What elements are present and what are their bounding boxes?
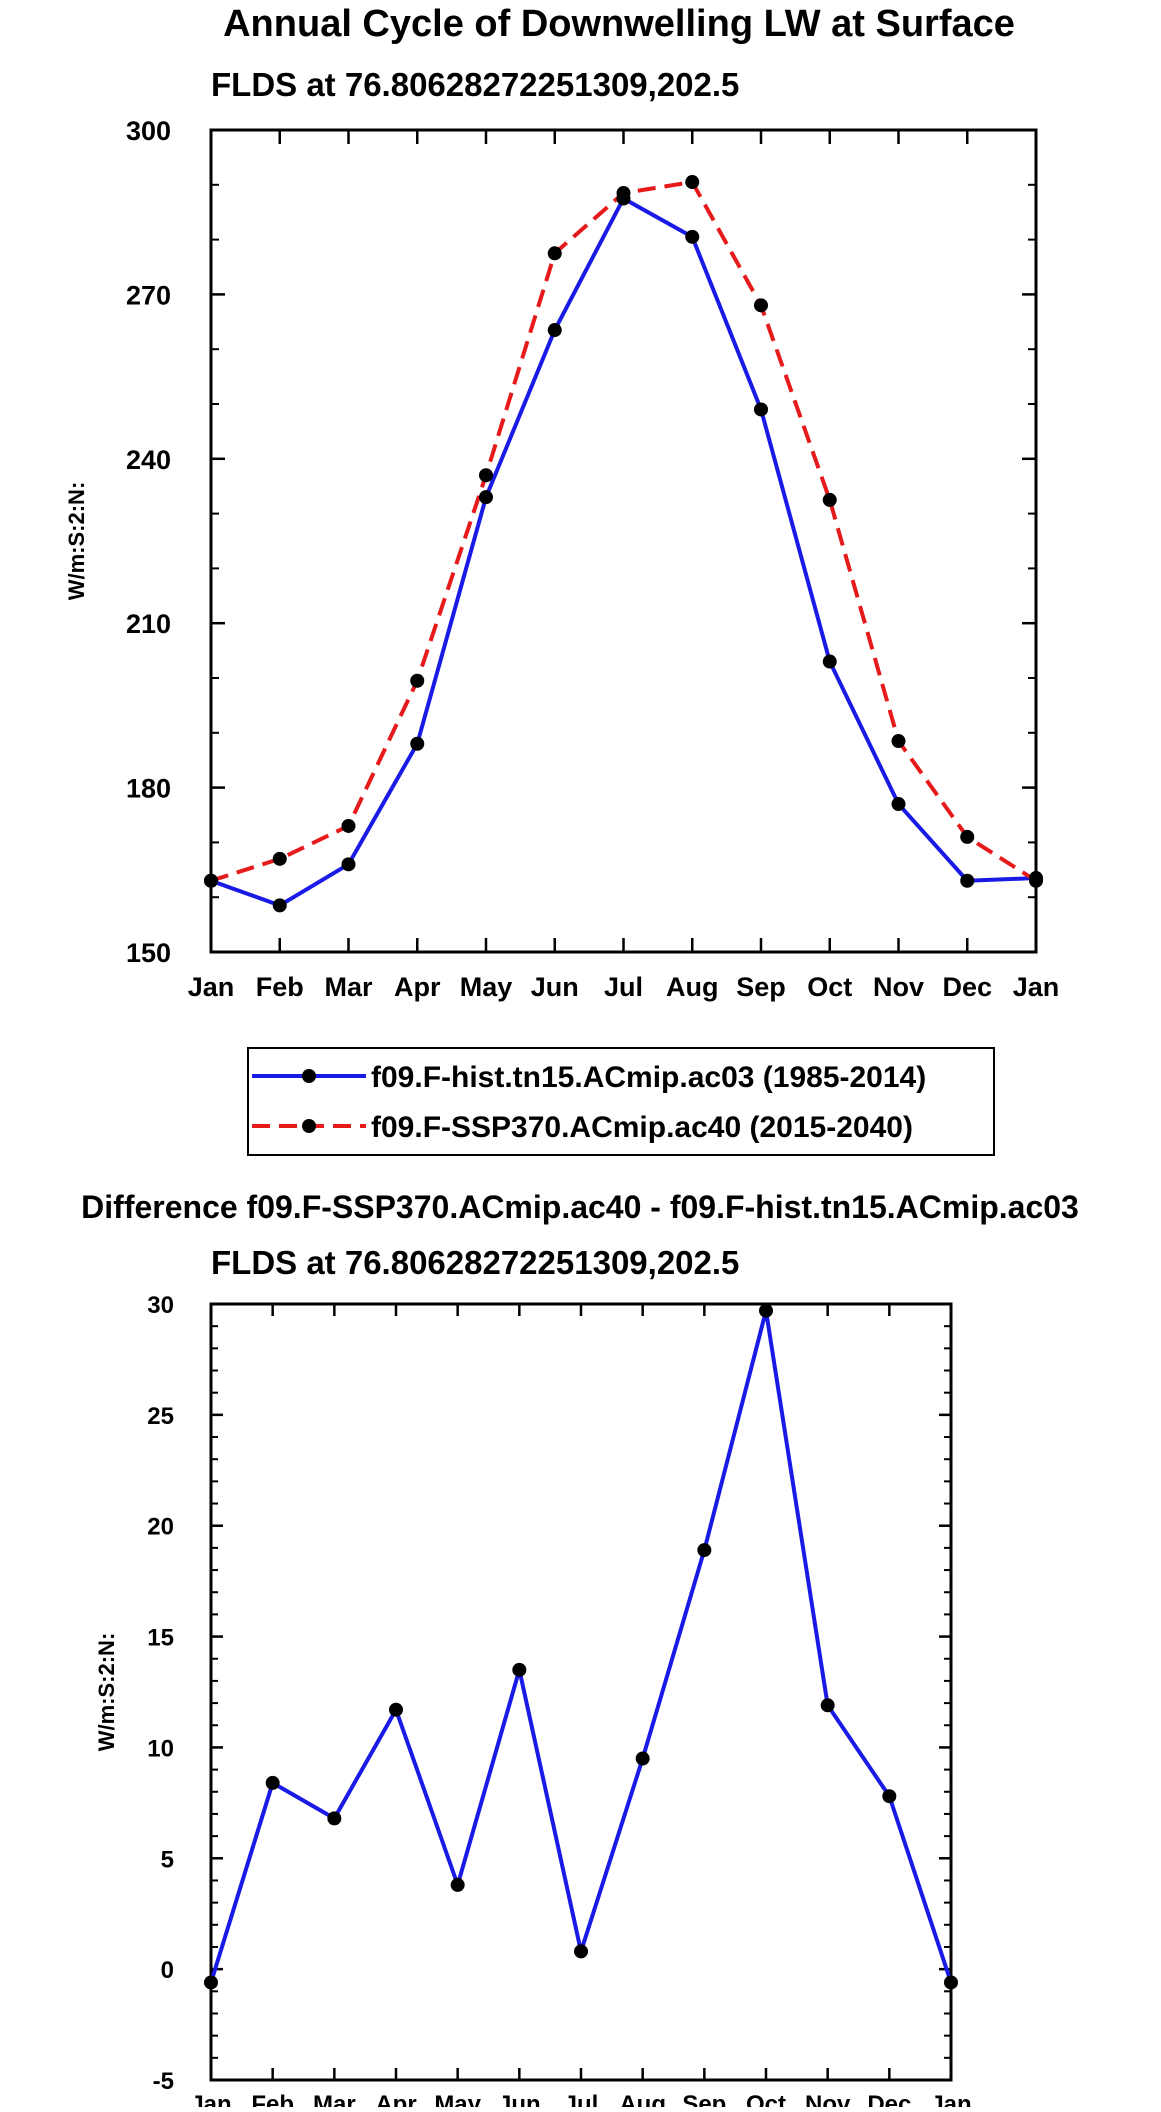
chart1-xtick-label: Aug xyxy=(666,972,718,1002)
chart1-xtick-label: Oct xyxy=(807,972,852,1002)
chart2-xtick-label: May xyxy=(434,2091,481,2107)
chart1-ytick-label: 150 xyxy=(126,938,171,968)
chart2-series-1-point xyxy=(697,1543,712,1558)
chart1-ylabel: W/m:S:2:N: xyxy=(64,482,89,601)
chart1-series-2-point xyxy=(479,468,493,483)
chart2-xtick-label: Jan xyxy=(190,2091,231,2107)
chart2-xtick-label: Sep xyxy=(682,2091,726,2107)
chart2-xtick-label: Oct xyxy=(746,2091,786,2107)
chart2-xtick-label: Nov xyxy=(805,2091,851,2107)
chart2-plot: Jan Feb Mar Apr May Jun Jul Aug Sep Oct Nov Dec Jan-… xyxy=(94,1292,972,2112)
chart2-ytick-label: 0 xyxy=(161,1957,174,1984)
chart2-series-1-point xyxy=(574,1944,588,1959)
chart1-legend: f09.F-hist.tn15.ACmip.ac03 (1985-2014) f0… xyxy=(247,1047,995,1156)
chart1-ytick-label: 270 xyxy=(126,280,171,310)
chart2-xtick-label: Apr xyxy=(375,2091,416,2107)
chart2-xtick-label: Jul xyxy=(564,2091,599,2107)
chart1-xtick-label: Mar xyxy=(324,972,373,1002)
chart1-xtick-label: Sep xyxy=(736,972,786,1002)
chart1-series-1-point xyxy=(685,229,700,244)
chart2-series-1-point xyxy=(882,1789,897,1804)
chart1-series-2-point xyxy=(891,734,906,749)
chart2-ytick-label: 15 xyxy=(147,1625,174,1652)
chart1-ytick-label: 180 xyxy=(126,774,171,804)
chart1-xtick-label: Jan xyxy=(188,972,235,1002)
chart1-ytick-label: 300 xyxy=(126,116,171,146)
chart1-series-1-point xyxy=(479,490,493,505)
chart2-ytick-label: -5 xyxy=(153,2068,174,2095)
chart1-series-2-point xyxy=(547,246,562,261)
chart1-ytick-label: 210 xyxy=(126,609,171,639)
chart1-xtick-label: Jun xyxy=(531,972,579,1002)
chart1-series-1-point xyxy=(410,736,425,751)
chart2-xtick-label: Dec xyxy=(867,2091,911,2107)
chart1-series-2-point xyxy=(204,873,218,888)
chart1-title: Annual Cycle of Downwelling LW at Surfac… xyxy=(223,3,1015,45)
chart2-series-1-point xyxy=(944,1975,958,1990)
chart2-series-1-point xyxy=(327,1811,342,1826)
chart1-series-2-point xyxy=(822,492,837,507)
chart2-xtick-label: Mar xyxy=(313,2091,356,2107)
chart2-series-1-point xyxy=(820,1698,835,1713)
chart1-series-1-line xyxy=(210,196,1037,908)
chart2-series-1-point xyxy=(389,1702,403,1717)
chart2-series-1-point xyxy=(450,1877,465,1892)
chart2-ytick-label: 20 xyxy=(147,1514,174,1541)
chart2-ylabel: W/m:S:2:N: xyxy=(94,1633,119,1752)
chart1-series-1-point xyxy=(754,402,768,417)
chart1-ytick-label: 240 xyxy=(126,445,171,475)
chart1-series-2-line xyxy=(210,180,1038,883)
chart2-ytick-label: 10 xyxy=(147,1735,174,1762)
legend-label-2: f09.F-SSP370.ACmip.ac40 (2015-2040) xyxy=(371,1111,913,1144)
chart1-series-1-point xyxy=(822,654,837,669)
chart2-title: Difference f09.F-SSP370.ACmip.ac40 - f09… xyxy=(81,1189,1079,1225)
chart1-series-1-point xyxy=(341,857,356,872)
chart1-plot: Jan Feb Mar Apr May Jun Jul Aug Sep Oct Nov Dec Jan 1… xyxy=(64,116,1059,1002)
chart1-xtick-label: Jul xyxy=(604,972,643,1002)
chart2-frame xyxy=(209,1302,953,2082)
chart1-series-2-point xyxy=(960,829,975,844)
legend-box xyxy=(247,1047,995,1156)
chart1-frame xyxy=(209,128,1038,954)
chart1-xtick-label: Jan xyxy=(1013,972,1060,1002)
chart1-series-1-point xyxy=(960,873,975,888)
chart2-series-1-point xyxy=(265,1775,280,1790)
chart2-series-1-point xyxy=(635,1751,650,1766)
chart2-subtitle: FLDS at 76.80628272251309,202.5 xyxy=(211,1244,739,1281)
chart2-series-1-point xyxy=(204,1975,218,1990)
chart1-series-1-point xyxy=(547,323,562,338)
chart2-xtick-label: Feb xyxy=(251,2091,294,2107)
chart2-series-1-point xyxy=(759,1303,773,1318)
chart1-xtick-label: Nov xyxy=(873,972,924,1002)
chart1-series-2-point xyxy=(341,818,356,833)
chart1-subtitle: FLDS at 76.80628272251309,202.5 xyxy=(211,66,739,103)
legend-label-1: f09.F-hist.tn15.ACmip.ac03 (1985-2014) xyxy=(371,1061,926,1094)
chart2-xtick-label: Jan xyxy=(930,2091,971,2107)
chart1-series-2-point xyxy=(754,298,768,313)
chart1-xtick-label: Feb xyxy=(256,972,304,1002)
legend-marker-1 xyxy=(302,1069,316,1083)
chart1-series-2-point xyxy=(410,673,425,688)
chart1-series-1-point xyxy=(272,898,287,913)
chart2-ytick-label: 25 xyxy=(147,1403,174,1430)
chart1-series-1-point xyxy=(891,797,906,812)
chart1-series-2-point xyxy=(272,851,287,866)
chart2-ytick-label: 5 xyxy=(161,1846,174,1873)
chart1-series-2-point xyxy=(1029,873,1043,888)
legend-marker-2 xyxy=(302,1119,316,1133)
chart2-series-1-point xyxy=(512,1662,527,1677)
chart2-series-1-line xyxy=(209,1308,953,1984)
chart1-series-2-point xyxy=(616,186,631,201)
chart1-xtick-label: Apr xyxy=(394,972,441,1002)
chart2-xtick-label: Aug xyxy=(619,2091,666,2107)
chart2-xtick-label: Jun xyxy=(498,2091,541,2107)
chart1-xtick-label: Dec xyxy=(942,972,992,1002)
chart2-ytick-label: 30 xyxy=(147,1292,174,1319)
chart1-series-2-point xyxy=(685,175,700,190)
chart1-xtick-label: May xyxy=(460,972,513,1002)
